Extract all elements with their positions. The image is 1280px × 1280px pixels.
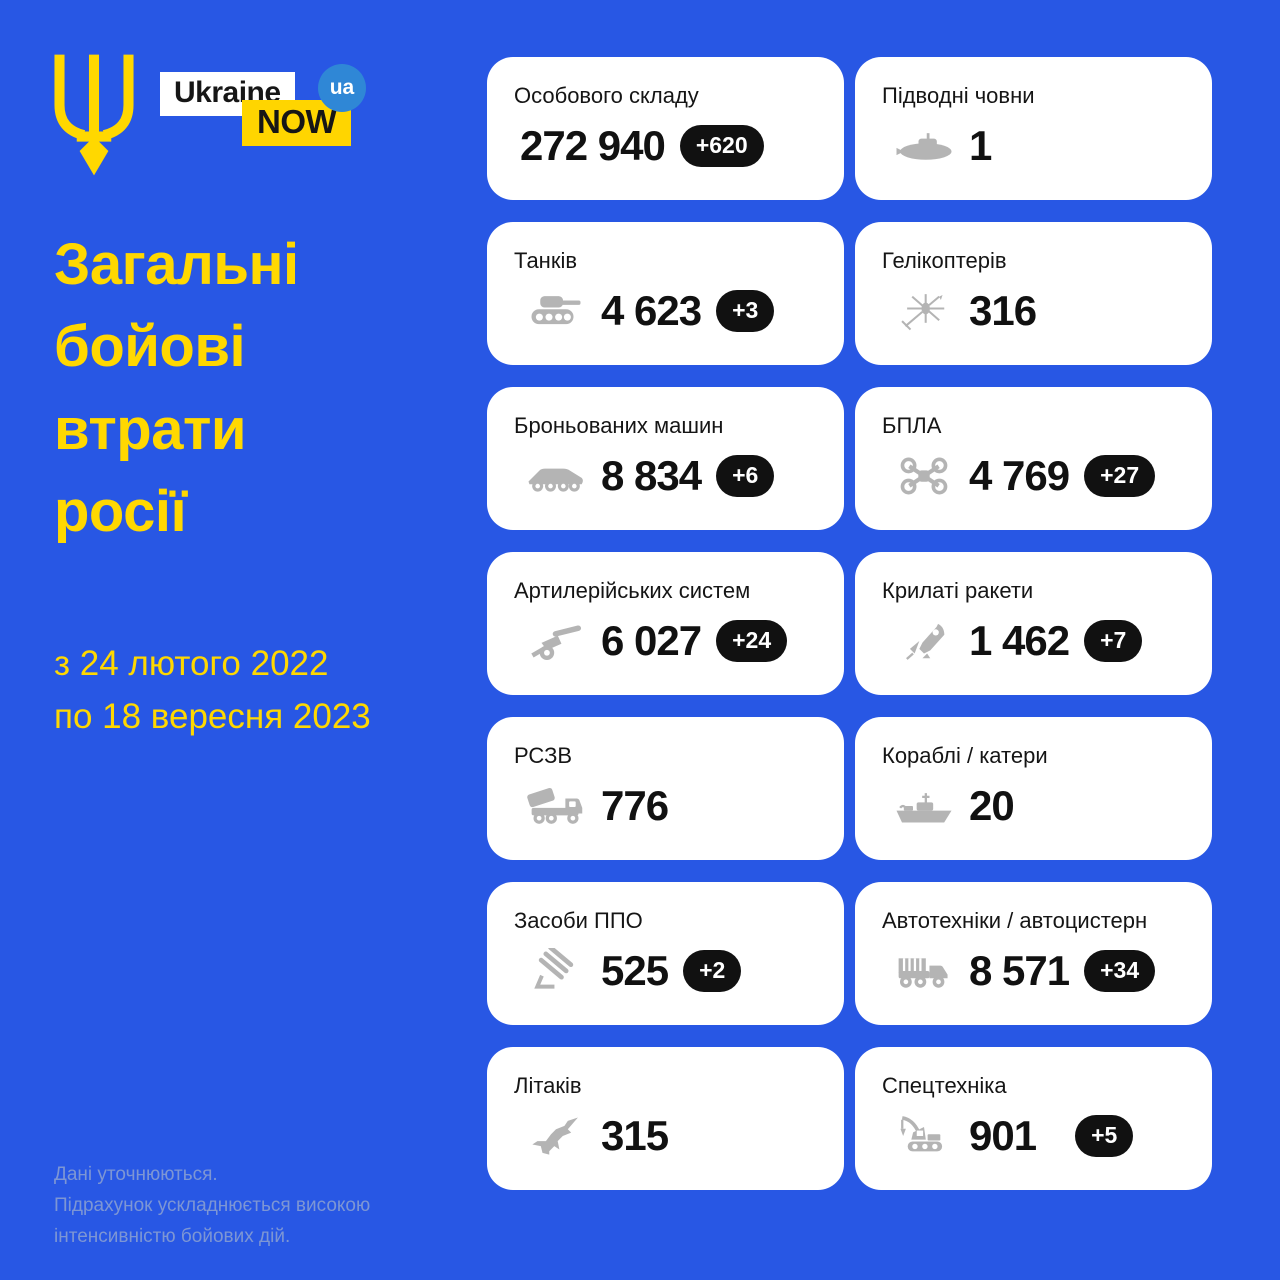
- card-label: Засоби ППО: [514, 908, 643, 933]
- card-label: Крилаті ракети: [882, 578, 1034, 603]
- card-artillery: Артилерійських систем 6 027 +24: [487, 552, 844, 695]
- logo-now-box: NOW: [242, 100, 352, 146]
- card-value: 4 769: [969, 452, 1070, 499]
- card-label: Танків: [514, 248, 578, 273]
- card-label: Автотехніки / автоцистерн: [882, 908, 1148, 933]
- ukraine-now-logo: Ukraine NOW ua: [160, 64, 380, 154]
- stats-grid: Особового складу 272 940 +620 Танків 4 6…: [487, 57, 1212, 1190]
- artillery-icon: [526, 619, 586, 663]
- delta-badge: +620: [679, 125, 764, 167]
- title-line: втрати: [54, 396, 247, 462]
- logo-ukraine-box: Ukraine: [160, 72, 295, 116]
- card-value: 6 027: [601, 617, 702, 664]
- card-value: 901: [969, 1112, 1037, 1159]
- card-value: 20: [969, 782, 1015, 829]
- tank-icon: [526, 289, 586, 333]
- jet-icon: [526, 1113, 586, 1159]
- delta-badge: +7: [1084, 620, 1143, 662]
- card-label: Підводні човни: [882, 83, 1035, 108]
- ship-icon: [894, 784, 954, 828]
- delta-badge: +5: [1075, 1115, 1134, 1157]
- delta-badge: +24: [716, 620, 788, 662]
- card-label: Броньованих машин: [514, 413, 724, 438]
- logo-ua-badge: ua: [318, 64, 366, 112]
- title-line: Загальні: [54, 232, 299, 297]
- card-value: 315: [601, 1112, 669, 1159]
- card-submarines: Підводні човни 1: [855, 57, 1212, 200]
- title-line: росії: [54, 479, 187, 545]
- delta-badge: +3: [716, 290, 775, 332]
- helicopter-icon: [894, 287, 954, 335]
- card-value: 1 462: [969, 617, 1070, 664]
- card-helicopters: Гелікоптерів 316: [855, 222, 1212, 365]
- missile-icon: [894, 617, 954, 665]
- card-value: 1: [969, 122, 992, 169]
- delta-badge: +27: [1084, 455, 1156, 497]
- card-value: 4 623: [601, 287, 702, 334]
- delta-badge: +2: [683, 950, 742, 992]
- card-value: 525: [601, 947, 669, 994]
- card-label: Гелікоптерів: [882, 248, 1007, 273]
- page-title: Загальні бойові втрати росії: [54, 224, 299, 553]
- card-label: Особового складу: [514, 83, 699, 108]
- card-air-defense: Засоби ППО 525 +2: [487, 882, 844, 1025]
- card-ships: Кораблі / катери 20: [855, 717, 1212, 860]
- card-value: 8 834: [601, 452, 702, 499]
- mlrs-icon: [526, 783, 586, 829]
- card-cruise-missiles: Крилаті ракети 1 462 +7: [855, 552, 1212, 695]
- card-label: Спецтехніка: [882, 1073, 1007, 1098]
- trident-icon: [54, 54, 134, 176]
- card-tanks: Танків 4 623 +3: [487, 222, 844, 365]
- card-label: Літаків: [514, 1073, 582, 1098]
- date-to: по 18 вересня 2023: [54, 696, 371, 736]
- card-vehicles-fuel-tanks: Автотехніки / автоцистерн 8 571 +34: [855, 882, 1212, 1025]
- card-special-equipment: Спецтехніка 901 +5: [855, 1047, 1212, 1190]
- footnote-line: інтенсивністю бойових дій.: [54, 1225, 291, 1247]
- truck-icon: [894, 948, 954, 994]
- card-label: РСЗВ: [514, 743, 573, 768]
- card-uav: БПЛА 4 769 +27: [855, 387, 1212, 530]
- crane-icon: [894, 1112, 954, 1160]
- card-value: 776: [601, 782, 669, 829]
- title-line: бойові: [54, 314, 246, 380]
- card-aircraft: Літаків 315: [487, 1047, 844, 1190]
- delta-badge: +34: [1084, 950, 1156, 992]
- date-from: з 24 лютого 2022: [54, 644, 329, 683]
- air-defense-icon: [526, 948, 586, 994]
- card-label: Кораблі / катери: [882, 743, 1048, 768]
- apc-icon: [526, 454, 586, 498]
- delta-badge: +6: [716, 455, 775, 497]
- footnote: Дані уточнюються. Підрахунок ускладнюєть…: [54, 1160, 370, 1252]
- card-label: БПЛА: [882, 413, 942, 438]
- card-armored-vehicles: Броньованих машин 8 834 +6: [487, 387, 844, 530]
- date-range: з 24 лютого 2022 по 18 вересня 2023: [54, 638, 371, 743]
- card-label: Артилерійських систем: [514, 578, 751, 603]
- card-value: 316: [969, 287, 1037, 334]
- footnote-line: Підрахунок ускладнюється високою: [54, 1194, 371, 1216]
- drone-icon: [894, 453, 954, 499]
- card-personnel: Особового складу 272 940 +620: [487, 57, 844, 200]
- footnote-line: Дані уточнюються.: [54, 1164, 218, 1185]
- card-mlrs: РСЗВ 776: [487, 717, 844, 860]
- card-value: 272 940: [520, 122, 666, 169]
- submarine-icon: [894, 124, 954, 168]
- card-value: 8 571: [969, 947, 1070, 994]
